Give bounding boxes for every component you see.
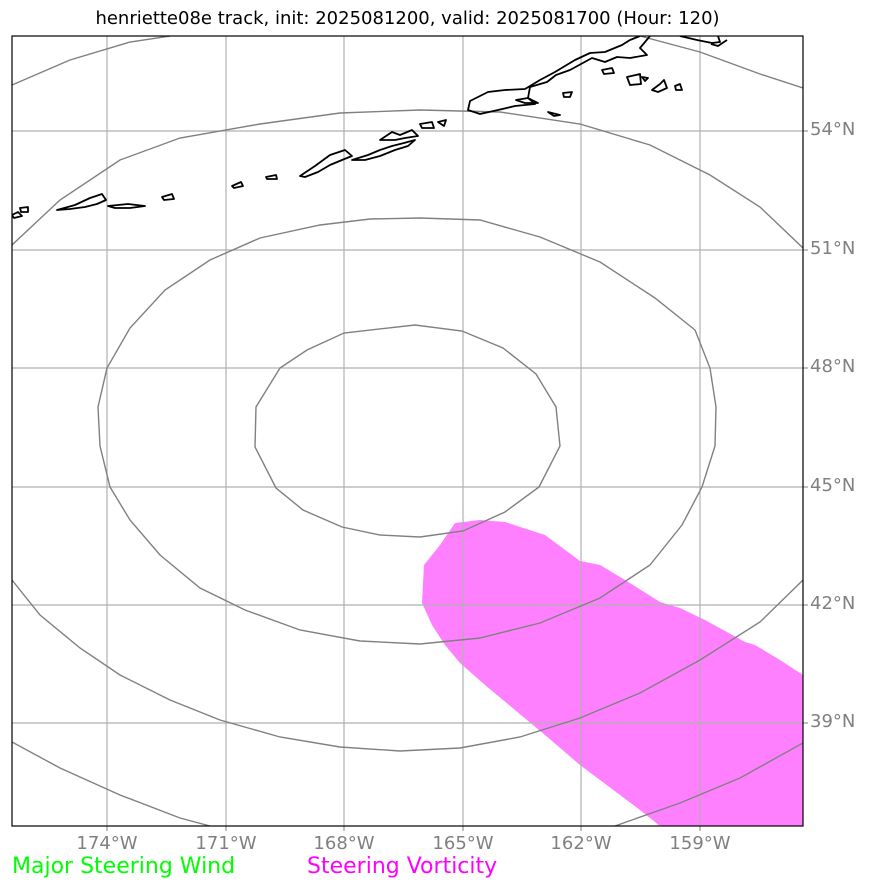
akutan-island [419,119,447,129]
graticule [12,36,803,826]
island-d [626,73,649,86]
lat-label-42n: 42°N [810,593,856,614]
lat-label-48n: 48°N [810,356,856,377]
alaska-peninsula [467,36,728,115]
range-ring-7 [12,741,211,826]
island-f [674,83,683,91]
island-h [161,193,175,201]
island-b [562,91,573,98]
fox-islands-east [351,139,416,161]
rat-islands [12,206,29,219]
tick-marks [106,130,808,831]
lon-label-171w: 171°W [195,833,257,854]
lon-label-168w: 168°W [313,833,375,854]
island-j [265,174,278,180]
island-c [601,67,615,75]
map-title: henriette08e track, init: 2025081200, va… [95,8,720,29]
island-i [231,181,244,189]
range-ring-1 [254,324,561,538]
lat-label-54n: 54°N [810,119,856,140]
map-frame [11,35,804,827]
steering-vorticity-area [422,520,803,826]
range-ring-4 [12,579,803,752]
island-a [547,111,561,117]
island-e [651,79,668,93]
island-g [107,203,146,209]
range-rings [12,36,803,826]
unalaska-island [379,129,419,141]
lat-label-39n: 39°N [810,711,856,732]
range-ring-2 [97,217,717,645]
legend-major-steering-wind: Major Steering Wind [12,854,236,879]
unimak-island [515,97,539,104]
lon-label-174w: 174°W [76,833,138,854]
lon-label-165w: 165°W [432,833,494,854]
range-ring-5 [12,36,171,86]
range-ring-3 [12,109,803,249]
andreanof-islands [56,193,107,211]
lat-label-51n: 51°N [810,238,856,259]
coastline [12,36,728,219]
lon-label-159w: 159°W [669,833,731,854]
range-ring-6 [639,36,803,89]
range-ring-8 [614,742,803,826]
fox-islands [299,149,353,178]
lon-label-162w: 162°W [550,833,612,854]
legend-steering-vorticity: Steering Vorticity [307,854,498,879]
lat-label-45n: 45°N [810,475,856,496]
